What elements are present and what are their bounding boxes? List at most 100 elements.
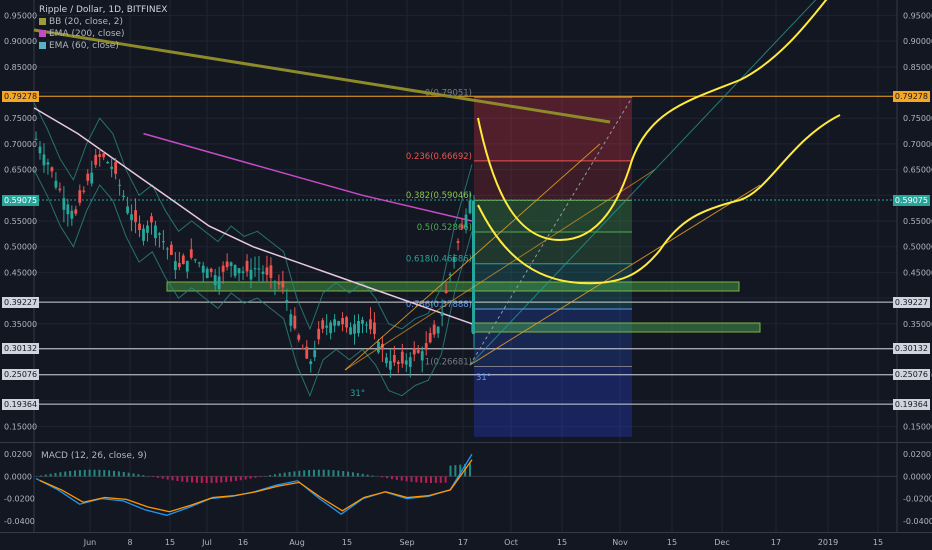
price-marker-left: 0.25076 [2,369,40,381]
macd-histogram-bar [103,470,106,477]
candle-body [373,322,376,334]
macd-histogram-bar [308,470,311,477]
macd-histogram-bar [44,474,47,477]
candle-body [70,210,74,219]
macd-histogram-bar [113,470,116,477]
time-tick-label: 16 [238,538,248,547]
candle-body [205,268,209,279]
candle-body [221,265,225,272]
candle-body [281,280,285,288]
price-marker-right: 0.59075 [892,194,930,206]
macd-histogram-bar [156,476,159,478]
price-tick-label-left: 0.90000 [4,37,37,46]
price-tick-label: 0.55000 [903,217,932,226]
candle-body [114,162,118,174]
bb-swatch [39,18,46,25]
macd-histogram-bar [181,476,184,482]
macd-histogram-bar [171,476,174,481]
macd-histogram-bar [425,476,428,483]
candle-body [90,172,94,184]
candle-body [309,361,313,365]
candle-body [50,167,54,172]
candle-body [388,360,392,370]
macd-histogram-bar [195,476,198,483]
macd-histogram-bar [98,469,101,477]
candle-body [444,290,448,294]
macd-histogram-bar [39,475,42,477]
signal-line [39,459,473,513]
fib-level-label: 0(0.79051) [425,88,472,98]
ema200-line [143,132,473,222]
candle-body [305,346,309,359]
indicator-ema200: EMA (200, close) [39,28,167,40]
macd-histogram-bar [108,470,111,477]
candle-body [249,269,253,280]
macd-histogram-bar [117,471,120,477]
candle-body [265,267,269,275]
macd-histogram-bar [449,465,452,477]
candle-body [416,349,420,353]
candle-body [412,348,416,355]
candle-body [58,188,62,191]
candle-body [428,333,432,343]
candle-body [261,271,265,274]
macd-histogram-bar [230,476,233,482]
indicator-ema60: EMA (60, close) [39,40,167,52]
candle-body [301,348,305,350]
macd-histogram-bar [439,476,442,483]
price-marker-left: 0.39227 [2,296,40,308]
macd-histogram-bar [395,476,398,480]
candle-body [341,318,344,325]
price-marker-right: 0.79278 [892,90,930,102]
candle-body [42,154,46,166]
price-tick-label: 0.15000 [903,423,932,432]
candle-body [285,300,289,302]
macd-histogram-bar [142,475,145,477]
candle-body [138,223,141,231]
macd-histogram-bar [420,476,423,483]
projection-line [469,0,817,366]
fib-level-label: 0.786(0.37888) [406,300,472,310]
candle-body [273,281,277,283]
candle-body [317,328,321,340]
macd-histogram-bar [332,470,335,477]
candle-body [54,180,58,188]
fib-zone [474,308,632,367]
candle-body [420,351,424,361]
candle-body [197,262,201,264]
candle-body [472,200,475,335]
macd-histogram-bar [366,474,369,477]
candle-body [134,210,137,223]
candle-body [337,321,341,326]
candle-body [98,154,102,157]
candle-body [241,271,245,273]
candle-body [74,209,78,214]
candle-body [181,255,185,265]
candle-body [440,311,444,316]
macd-histogram-bar [93,469,96,477]
macd-histogram-bar [444,476,447,483]
macd-histogram-bar [215,476,218,483]
price-tick-label: 0.35000 [903,320,932,329]
candle-body [448,274,452,276]
fib-zone [474,160,632,201]
macd-histogram-bar [327,469,330,477]
candle-body [66,204,70,215]
candle-body [253,268,257,270]
candle-body [225,261,229,268]
price-tick-label-left: 0.15000 [4,423,37,432]
candle-body [289,314,293,326]
macd-histogram-bar [283,472,286,477]
angle-label: 31° [350,389,365,399]
macd-tick-label-left: 0.0000 [4,472,32,481]
candle-body [361,319,364,324]
candle-body [349,327,352,335]
downtrend-line [33,28,611,124]
candle-body [162,241,165,243]
price-marker-left: 0.19364 [2,398,40,410]
candle-body [86,173,90,181]
candle-body [277,282,281,285]
macd-tick-label-left: -0.0200 [4,495,35,504]
macd-histogram-bar [410,476,413,482]
macd-histogram-bar [176,476,179,482]
